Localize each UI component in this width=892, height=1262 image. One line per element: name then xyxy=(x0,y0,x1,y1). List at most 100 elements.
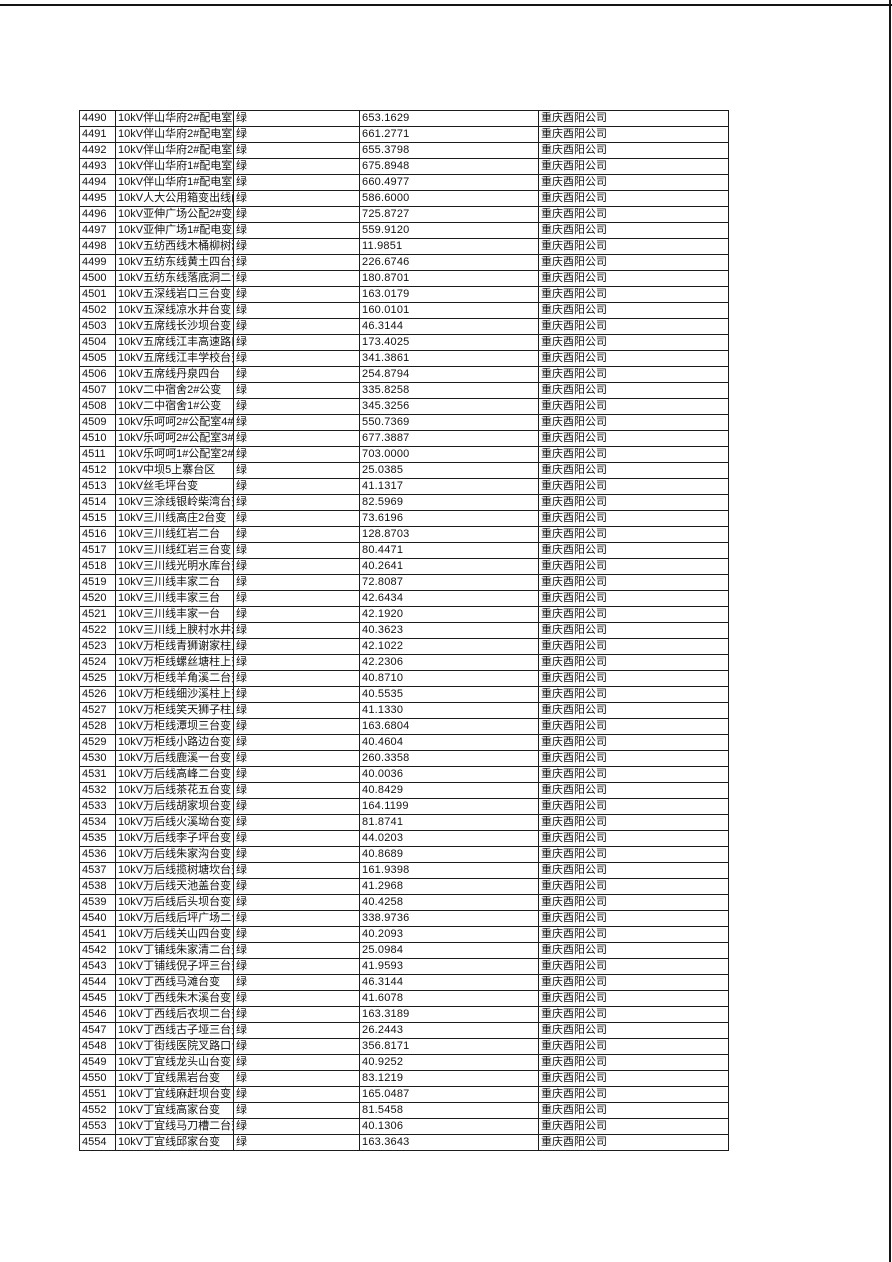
table-row: 4526 10kV万柜线细沙溪柱上变 绿 40.5535 重庆酉阳公司 xyxy=(79,686,729,703)
status-cell: 绿 xyxy=(233,574,360,591)
device-name-cell: 10kV亚伸广场公配2#变压 xyxy=(115,206,234,223)
company-cell: 重庆酉阳公司 xyxy=(538,974,729,991)
table-row: 4518 10kV三川线光明水库台变 绿 40.2641 重庆酉阳公司 xyxy=(79,558,729,575)
status-cell: 绿 xyxy=(233,558,360,575)
status-cell: 绿 xyxy=(233,638,360,655)
value-cell: 26.2443 xyxy=(359,1022,539,1039)
status-cell: 绿 xyxy=(233,702,360,719)
value-cell: 42.1920 xyxy=(359,606,539,623)
row-id-cell: 4514 xyxy=(79,494,116,511)
device-name-cell: 10kV万柜线螺丝塘柱上变 xyxy=(115,654,234,671)
device-name-cell: 10kV丁宜线麻赶坝台变 xyxy=(115,1086,234,1103)
row-id-cell: 4528 xyxy=(79,718,116,735)
device-name-cell: 10kV万柜线青狮谢家柱上 xyxy=(115,638,234,655)
device-name-cell: 10kV万后线揽树塘坎台变 xyxy=(115,862,234,879)
table-row: 4532 10kV万后线茶花五台变 绿 40.8429 重庆酉阳公司 xyxy=(79,782,729,799)
value-cell: 653.1629 xyxy=(359,110,539,127)
table-row: 4508 10kV二中宿舍1#公变 绿 345.3256 重庆酉阳公司 xyxy=(79,398,729,415)
table-row: 4528 10kV万柜线潭坝三台变 绿 163.6804 重庆酉阳公司 xyxy=(79,718,729,735)
device-name-cell: 10kV三川线丰家一台 xyxy=(115,606,234,623)
status-cell: 绿 xyxy=(233,814,360,831)
company-cell: 重庆酉阳公司 xyxy=(538,494,729,511)
row-id-cell: 4534 xyxy=(79,814,116,831)
value-cell: 83.1219 xyxy=(359,1070,539,1087)
row-id-cell: 4549 xyxy=(79,1054,116,1071)
table-row: 4514 10kV三涂线银岭柴湾台变 绿 82.5969 重庆酉阳公司 xyxy=(79,494,729,511)
company-cell: 重庆酉阳公司 xyxy=(538,302,729,319)
device-name-cell: 10kV五席线江丰高速路口 xyxy=(115,334,234,351)
device-name-cell: 10kV丁街线医院叉路口台 xyxy=(115,1038,234,1055)
status-cell: 绿 xyxy=(233,510,360,527)
value-cell: 163.3643 xyxy=(359,1134,539,1151)
row-id-cell: 4511 xyxy=(79,446,116,463)
company-cell: 重庆酉阳公司 xyxy=(538,382,729,399)
page-top-rule xyxy=(0,4,892,6)
table-row: 4507 10kV二中宿舍2#公变 绿 335.8258 重庆酉阳公司 xyxy=(79,382,729,399)
table-row: 4490 10kV伴山华府2#配电室3 绿 653.1629 重庆酉阳公司 xyxy=(79,110,729,127)
value-cell: 40.3623 xyxy=(359,622,539,639)
row-id-cell: 4507 xyxy=(79,382,116,399)
status-cell: 绿 xyxy=(233,526,360,543)
table-row: 4544 10kV丁西线马滩台变 绿 46.3144 重庆酉阳公司 xyxy=(79,974,729,991)
device-name-cell: 10kV三川线红岩二台 xyxy=(115,526,234,543)
value-cell: 11.9851 xyxy=(359,238,539,255)
value-cell: 42.6434 xyxy=(359,590,539,607)
value-cell: 161.9398 xyxy=(359,862,539,879)
row-id-cell: 4519 xyxy=(79,574,116,591)
status-cell: 绿 xyxy=(233,1102,360,1119)
value-cell: 180.8701 xyxy=(359,270,539,287)
status-cell: 绿 xyxy=(233,782,360,799)
row-id-cell: 4537 xyxy=(79,862,116,879)
company-cell: 重庆酉阳公司 xyxy=(538,1038,729,1055)
status-cell: 绿 xyxy=(233,606,360,623)
device-name-cell: 10kV丁宜线马刀槽二台变 xyxy=(115,1118,234,1135)
row-id-cell: 4498 xyxy=(79,238,116,255)
device-name-cell: 10kV丁西线朱木溪台变 xyxy=(115,990,234,1007)
row-id-cell: 4529 xyxy=(79,734,116,751)
table-row: 4517 10kV三川线红岩三台变 绿 80.4471 重庆酉阳公司 xyxy=(79,542,729,559)
row-id-cell: 4493 xyxy=(79,158,116,175)
device-name-cell: 10kV丁宜线黑岩台变 xyxy=(115,1070,234,1087)
value-cell: 163.6804 xyxy=(359,718,539,735)
status-cell: 绿 xyxy=(233,238,360,255)
row-id-cell: 4490 xyxy=(79,110,116,127)
row-id-cell: 4531 xyxy=(79,766,116,783)
value-cell: 165.0487 xyxy=(359,1086,539,1103)
value-cell: 40.4604 xyxy=(359,734,539,751)
value-cell: 41.6078 xyxy=(359,990,539,1007)
value-cell: 173.4025 xyxy=(359,334,539,351)
table-row: 4525 10kV万柜线羊角溪二台变 绿 40.8710 重庆酉阳公司 xyxy=(79,670,729,687)
value-cell: 40.5535 xyxy=(359,686,539,703)
device-name-cell: 10kV万后线后头坝台变 xyxy=(115,894,234,911)
company-cell: 重庆酉阳公司 xyxy=(538,846,729,863)
device-name-cell: 10kV万后线鹿溪一台变 xyxy=(115,750,234,767)
table-row: 4500 10kV五纺东线落底洞二台 绿 180.8701 重庆酉阳公司 xyxy=(79,270,729,287)
company-cell: 重庆酉阳公司 xyxy=(538,702,729,719)
status-cell: 绿 xyxy=(233,1134,360,1151)
device-name-cell: 10kV丝毛坪台变 xyxy=(115,478,234,495)
table-row: 4494 10kV伴山华府1#配电室1 绿 660.4977 重庆酉阳公司 xyxy=(79,174,729,191)
company-cell: 重庆酉阳公司 xyxy=(538,334,729,351)
company-cell: 重庆酉阳公司 xyxy=(538,318,729,335)
row-id-cell: 4513 xyxy=(79,478,116,495)
row-id-cell: 4546 xyxy=(79,1006,116,1023)
row-id-cell: 4495 xyxy=(79,190,116,207)
row-id-cell: 4491 xyxy=(79,126,116,143)
company-cell: 重庆酉阳公司 xyxy=(538,526,729,543)
row-id-cell: 4496 xyxy=(79,206,116,223)
value-cell: 41.1330 xyxy=(359,702,539,719)
status-cell: 绿 xyxy=(233,302,360,319)
device-name-cell: 10kV三川线光明水库台变 xyxy=(115,558,234,575)
value-cell: 25.0385 xyxy=(359,462,539,479)
row-id-cell: 4530 xyxy=(79,750,116,767)
company-cell: 重庆酉阳公司 xyxy=(538,606,729,623)
device-name-cell: 10kV万柜线笑天狮子柱上 xyxy=(115,702,234,719)
value-cell: 80.4471 xyxy=(359,542,539,559)
status-cell: 绿 xyxy=(233,430,360,447)
device-name-cell: 10kV五席线江丰学校台变 xyxy=(115,350,234,367)
value-cell: 41.2968 xyxy=(359,878,539,895)
company-cell: 重庆酉阳公司 xyxy=(538,830,729,847)
status-cell: 绿 xyxy=(233,654,360,671)
row-id-cell: 4515 xyxy=(79,510,116,527)
value-cell: 163.3189 xyxy=(359,1006,539,1023)
